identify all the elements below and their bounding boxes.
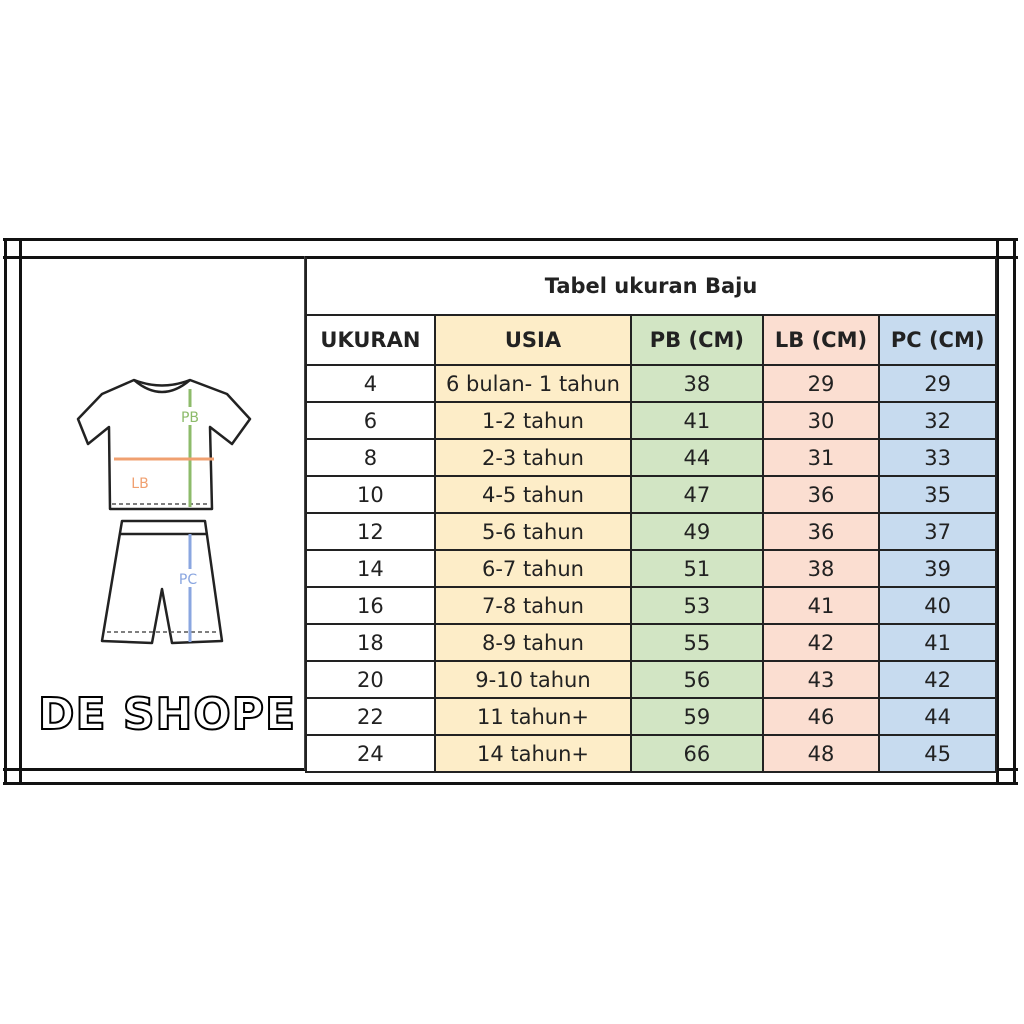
table-row: 8 2-3 tahun 44 31 33 [305,438,997,477]
frame-left-inner [19,238,22,785]
brand-logo: DE SHOPE [37,688,297,741]
shirt-outline [76,378,252,511]
cell-pb: 47 [630,475,764,514]
cell-pb: 56 [630,660,764,699]
cell-ukuran: 8 [305,438,436,477]
cell-lb: 30 [761,401,881,440]
cell-ukuran: 16 [305,586,436,625]
table-row: 16 7-8 tahun 53 41 40 [305,586,997,625]
cell-usia: 5-6 tahun [433,512,633,551]
cell-ukuran: 4 [305,364,436,403]
cell-usia: 7-8 tahun [433,586,633,625]
header-row: UKURAN USIA PB (CM) LB (CM) PC (CM) [305,314,997,366]
cell-lb: 46 [761,697,881,736]
table-row: 22 11 tahun+ 59 46 44 [305,697,997,736]
table-row: 24 14 tahun+ 66 48 45 [305,734,997,773]
cell-usia: 1-2 tahun [433,401,633,440]
frame-left-outer [4,238,7,785]
pb-label: PB [181,410,199,426]
cell-pb: 41 [630,401,764,440]
frame-bottom-outer [3,782,1018,785]
table-title: Tabel ukuran Baju [305,257,997,316]
cell-ukuran: 24 [305,734,436,773]
cell-pb: 38 [630,364,764,403]
table-row: 6 1-2 tahun 41 30 32 [305,401,997,440]
outfit-illustration: PB LB PC [76,378,252,645]
cell-lb: 48 [761,734,881,773]
frame-right-outer [1013,238,1016,785]
cell-pb: 44 [630,438,764,477]
cell-pc: 29 [878,364,997,403]
cell-pb: 59 [630,697,764,736]
cell-pb: 49 [630,512,764,551]
cell-lb: 36 [761,512,881,551]
cell-ukuran: 12 [305,512,436,551]
table-row: 12 5-6 tahun 49 36 37 [305,512,997,551]
cell-pc: 44 [878,697,997,736]
table-row: 10 4-5 tahun 47 36 35 [305,475,997,514]
table-row: 20 9-10 tahun 56 43 42 [305,660,997,699]
cell-pc: 45 [878,734,997,773]
header-ukuran: UKURAN [305,314,436,366]
cell-lb: 43 [761,660,881,699]
size-table: Tabel ukuran Baju UKURAN USIA PB (CM) LB… [305,257,997,773]
cell-lb: 38 [761,549,881,588]
cell-usia: 14 tahun+ [433,734,633,773]
cell-ukuran: 22 [305,697,436,736]
frame-top-outer [3,238,1018,241]
cell-pc: 40 [878,586,997,625]
frame-right-inner [996,238,999,785]
cell-usia: 11 tahun+ [433,697,633,736]
cell-lb: 36 [761,475,881,514]
panel-divider [304,256,305,770]
pc-label: PC [179,572,197,588]
cell-pc: 39 [878,549,997,588]
cell-pc: 37 [878,512,997,551]
cell-pb: 66 [630,734,764,773]
cell-pb: 51 [630,549,764,588]
cell-ukuran: 6 [305,401,436,440]
cell-pc: 33 [878,438,997,477]
cell-pc: 41 [878,623,997,662]
cell-lb: 31 [761,438,881,477]
cell-usia: 2-3 tahun [433,438,633,477]
cell-lb: 42 [761,623,881,662]
cell-pb: 55 [630,623,764,662]
table-row: 14 6-7 tahun 51 38 39 [305,549,997,588]
cell-ukuran: 14 [305,549,436,588]
cell-usia: 6-7 tahun [433,549,633,588]
cell-usia: 6 bulan- 1 tahun [433,364,633,403]
cell-lb: 29 [761,364,881,403]
cell-pc: 42 [878,660,997,699]
cell-usia: 8-9 tahun [433,623,633,662]
table-row: 18 8-9 tahun 55 42 41 [305,623,997,662]
cell-ukuran: 10 [305,475,436,514]
header-usia: USIA [433,314,633,366]
cell-ukuran: 20 [305,660,436,699]
header-pc: PC (CM) [878,314,997,366]
cell-ukuran: 18 [305,623,436,662]
header-lb: LB (CM) [761,314,881,366]
shirt-collar [133,379,191,394]
lb-label: LB [131,476,148,492]
shorts-outline [100,519,224,645]
cell-usia: 4-5 tahun [433,475,633,514]
size-diagram-panel: PB LB PC DE SHOPE [22,259,304,769]
cell-usia: 9-10 tahun [433,660,633,699]
cell-pb: 53 [630,586,764,625]
cell-pc: 35 [878,475,997,514]
cell-pc: 32 [878,401,997,440]
cell-lb: 41 [761,586,881,625]
header-pb: PB (CM) [630,314,764,366]
